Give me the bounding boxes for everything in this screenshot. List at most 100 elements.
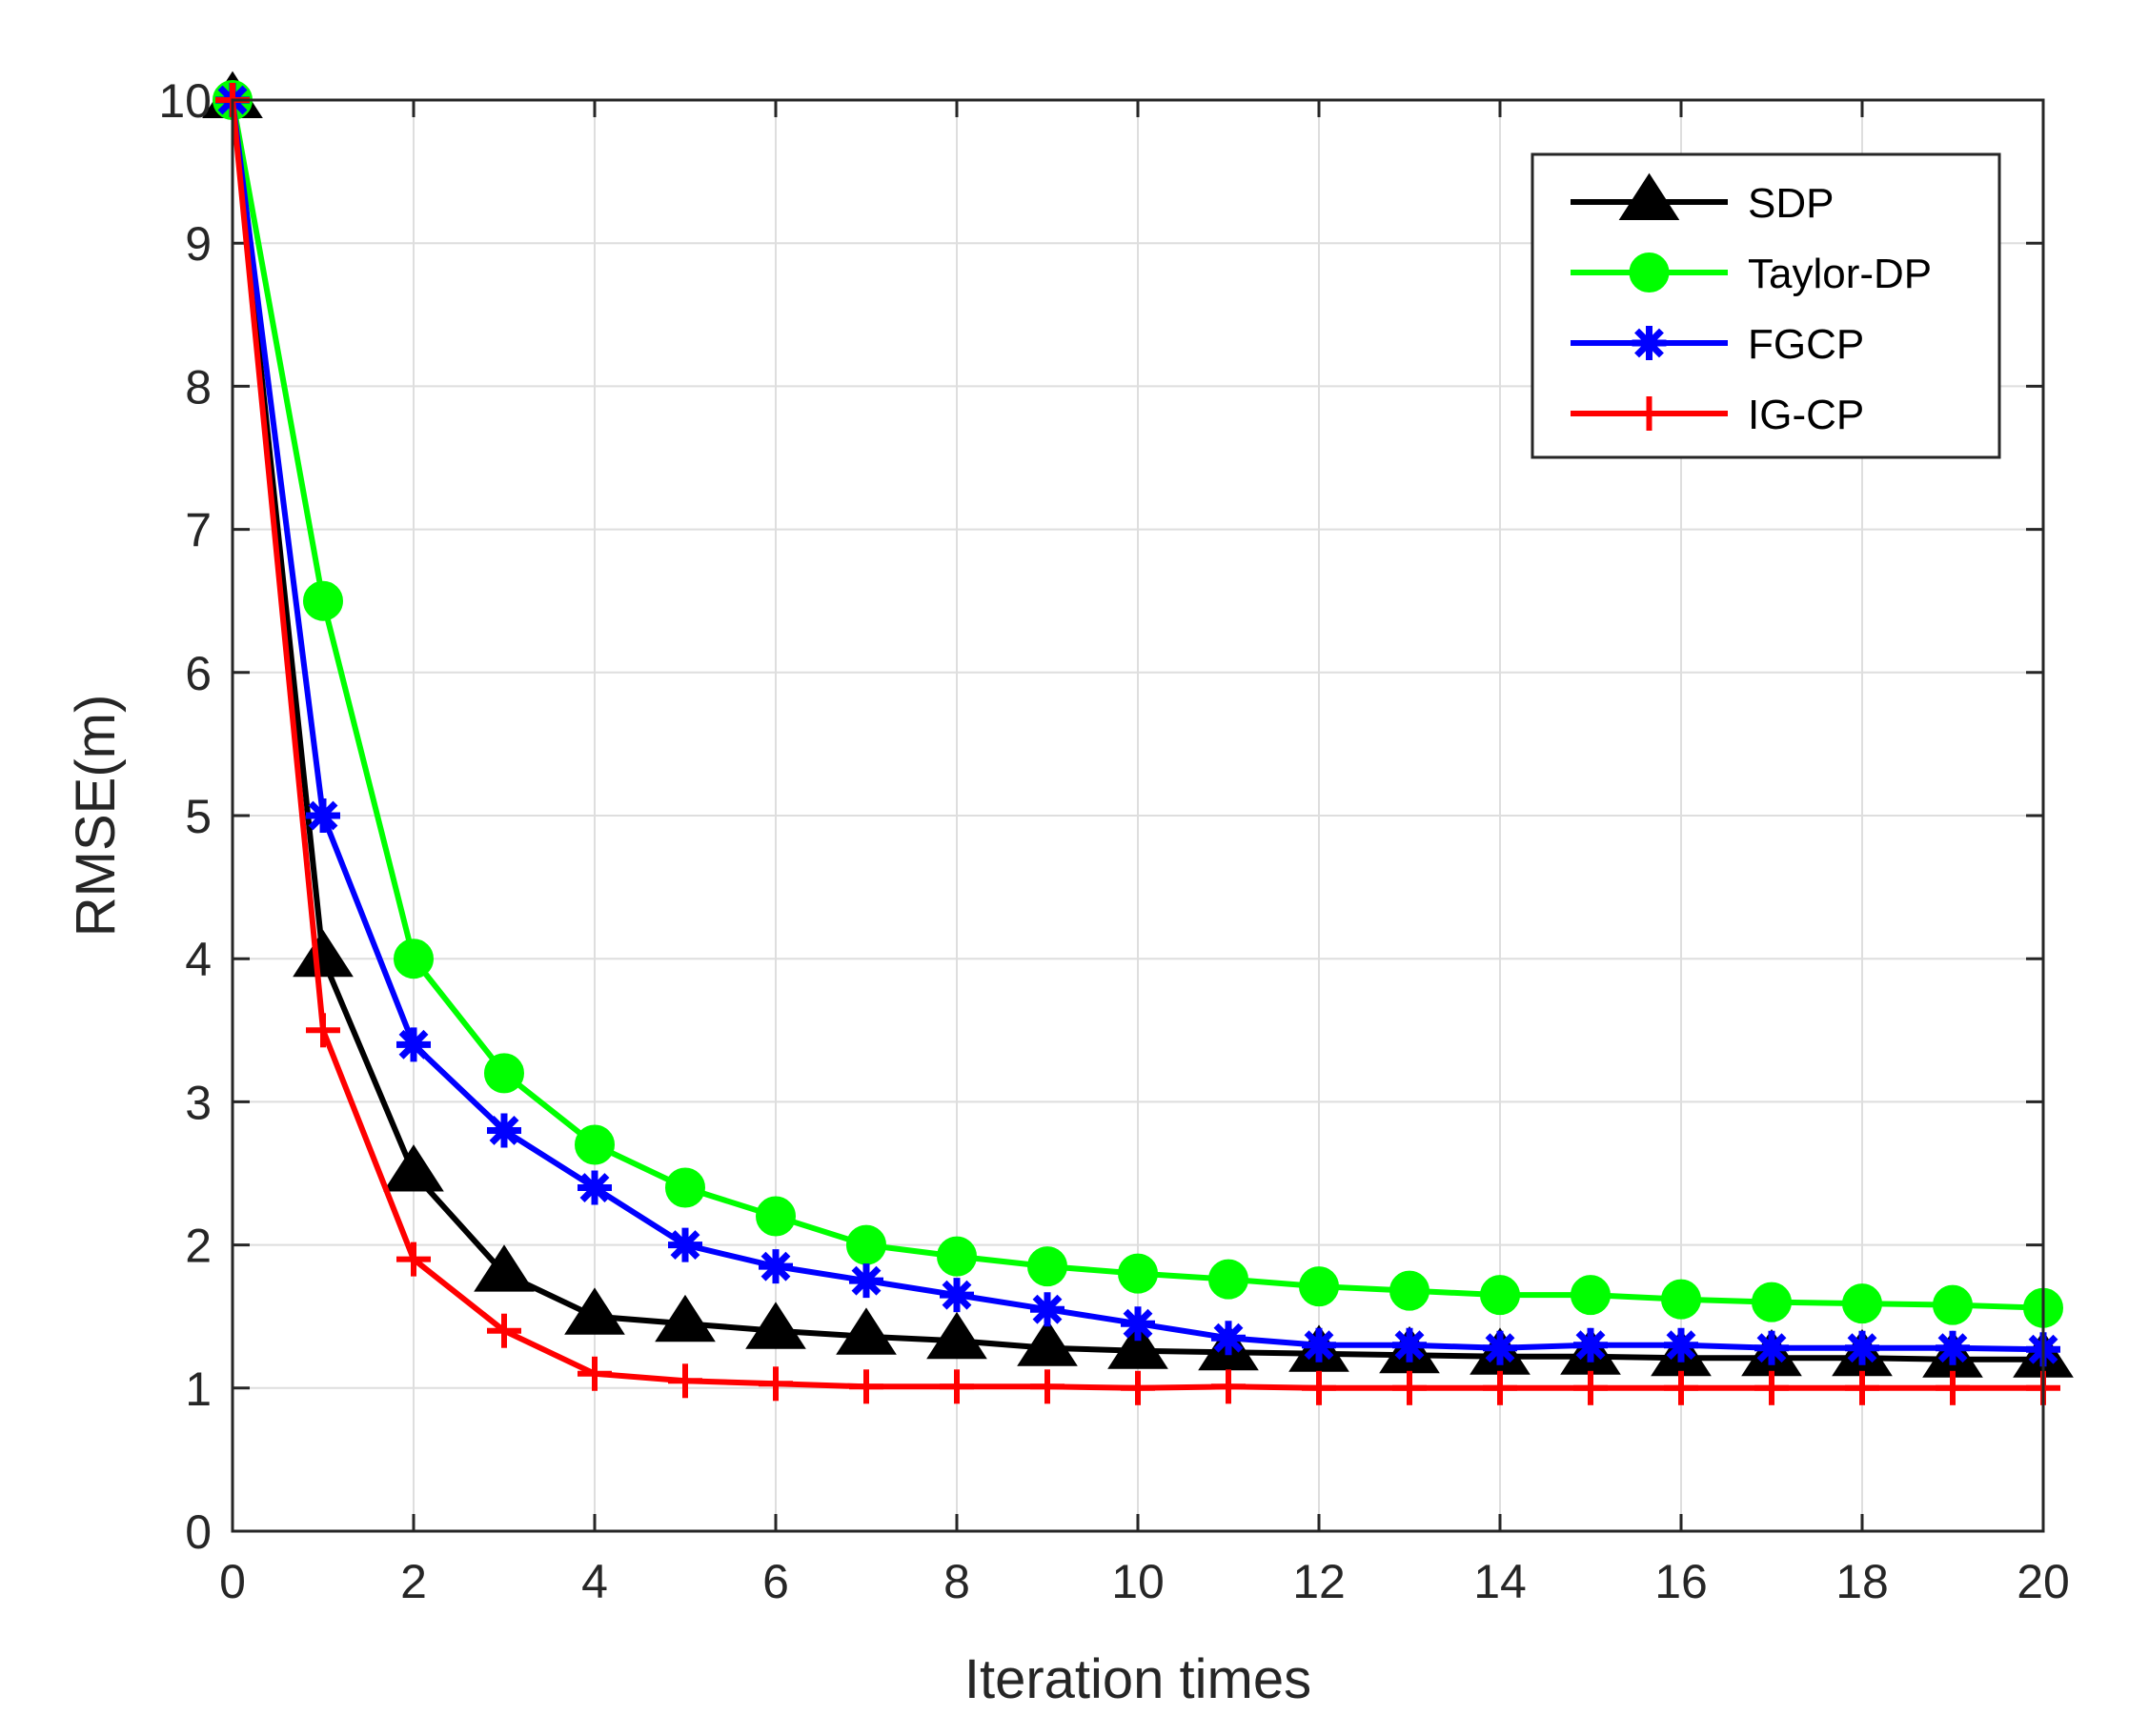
x-tick-label: 10 [1111,1555,1165,1608]
y-axis-title: RMSE(m) [65,695,127,938]
data-point-ig-cp [759,1366,793,1402]
series-fgcp [215,83,2060,1367]
data-point-taylor-dp [1571,1275,1611,1316]
data-point-sdp [564,1287,625,1335]
data-point-taylor-dp [575,1124,615,1165]
data-point-ig-cp [487,1313,521,1348]
data-point-ig-cp [1664,1370,1698,1405]
data-point-taylor-dp [1389,1270,1429,1311]
y-tick-label: 4 [185,933,212,986]
data-point-taylor-dp [846,1224,886,1265]
data-point-taylor-dp [1480,1275,1520,1316]
data-point-fgcp [940,1278,974,1313]
data-point-sdp [474,1244,535,1292]
x-tick-label: 8 [943,1555,970,1608]
legend-label-sdp: SDP [1748,180,1834,227]
data-point-ig-cp [578,1356,612,1391]
series-ig-cp [215,83,2060,1405]
y-tick-label: 8 [185,360,212,414]
data-point-fgcp [306,798,340,833]
data-point-taylor-dp [484,1053,524,1094]
data-point-taylor-dp [303,580,343,621]
data-point-fgcp [578,1170,612,1205]
data-point-taylor-dp [394,939,434,979]
data-point-taylor-dp [937,1236,977,1277]
data-point-fgcp [1392,1327,1427,1363]
data-point-taylor-dp [1661,1279,1701,1320]
data-point-taylor-dp [1842,1283,1882,1324]
data-point-fgcp [1573,1327,1608,1363]
data-point-ig-cp [396,1241,431,1277]
data-point-ig-cp [1121,1370,1155,1405]
data-point-fgcp [487,1113,521,1148]
data-point-sdp [926,1311,987,1360]
data-point-ig-cp [1936,1370,1970,1405]
x-tick-label: 12 [1292,1555,1346,1608]
data-point-fgcp [1483,1330,1517,1365]
data-point-fgcp [1936,1330,1970,1365]
y-tick-label: 6 [185,647,212,700]
data-point-ig-cp [1483,1370,1517,1405]
legend: SDP Taylor-DP FGCP IG-CP [1531,152,2001,459]
data-point-taylor-dp [1208,1259,1248,1300]
data-point-ig-cp [1754,1370,1789,1405]
data-point-fgcp [1754,1330,1789,1365]
data-point-taylor-dp [1299,1266,1339,1307]
data-point-sdp [293,929,354,978]
data-point-ig-cp [668,1363,702,1399]
data-point-ig-cp [306,1013,340,1048]
data-point-sdp [1107,1322,1168,1369]
legend-marker-fgcp [1632,326,1667,360]
x-tick-label: 18 [1835,1555,1889,1608]
data-point-ig-cp [940,1369,974,1404]
data-point-fgcp [1211,1321,1246,1356]
data-point-ig-cp [849,1369,883,1404]
data-point-fgcp [668,1227,702,1262]
data-point-taylor-dp [756,1196,796,1237]
x-tick-label: 6 [762,1555,789,1608]
data-point-ig-cp [1211,1369,1246,1404]
x-tick-label: 0 [219,1555,246,1608]
data-point-taylor-dp [1752,1282,1792,1322]
data-point-fgcp [1030,1292,1064,1327]
data-point-sdp [655,1294,716,1342]
data-point-taylor-dp [1118,1253,1158,1294]
data-point-fgcp [849,1263,883,1299]
y-tick-label: 2 [185,1220,212,1273]
data-point-taylor-dp [665,1167,705,1208]
data-point-sdp [1017,1319,1078,1366]
data-point-fgcp [396,1027,431,1062]
data-point-taylor-dp [1933,1284,1973,1325]
y-tick-label: 7 [185,504,212,557]
y-tick-label: 10 [158,74,212,128]
plot-frame [231,98,2045,1533]
legend-label-ig-cp: IG-CP [1748,392,1864,438]
x-tick-label: 16 [1654,1555,1708,1608]
data-point-fgcp [1302,1327,1336,1363]
data-point-fgcp [1664,1327,1698,1363]
x-tick-label: 2 [400,1555,427,1608]
legend-marker-ig-cp [1632,396,1667,431]
data-point-ig-cp [1392,1370,1427,1405]
y-tick-label: 9 [185,217,212,271]
data-point-fgcp [1845,1330,1879,1365]
legend-marker-sdp [1618,172,1680,220]
data-point-taylor-dp [1027,1246,1067,1287]
series-taylor-dp [213,80,2063,1328]
data-point-fgcp [759,1249,793,1284]
legend-marker-taylor-dp [1629,252,1670,293]
x-tick-label: 14 [1473,1555,1527,1608]
y-tick-label: 0 [185,1505,212,1559]
x-tick-label: 4 [581,1555,608,1608]
data-point-ig-cp [1030,1369,1064,1404]
data-point-ig-cp [1845,1370,1879,1405]
data-point-sdp [383,1144,444,1192]
legend-label-taylor-dp: Taylor-DP [1748,251,1932,297]
data-point-sdp [836,1307,897,1355]
legend-label-fgcp: FGCP [1748,321,1864,368]
x-tick-label: 20 [2017,1555,2070,1608]
data-point-fgcp [1121,1306,1155,1342]
data-point-ig-cp [1573,1370,1608,1405]
